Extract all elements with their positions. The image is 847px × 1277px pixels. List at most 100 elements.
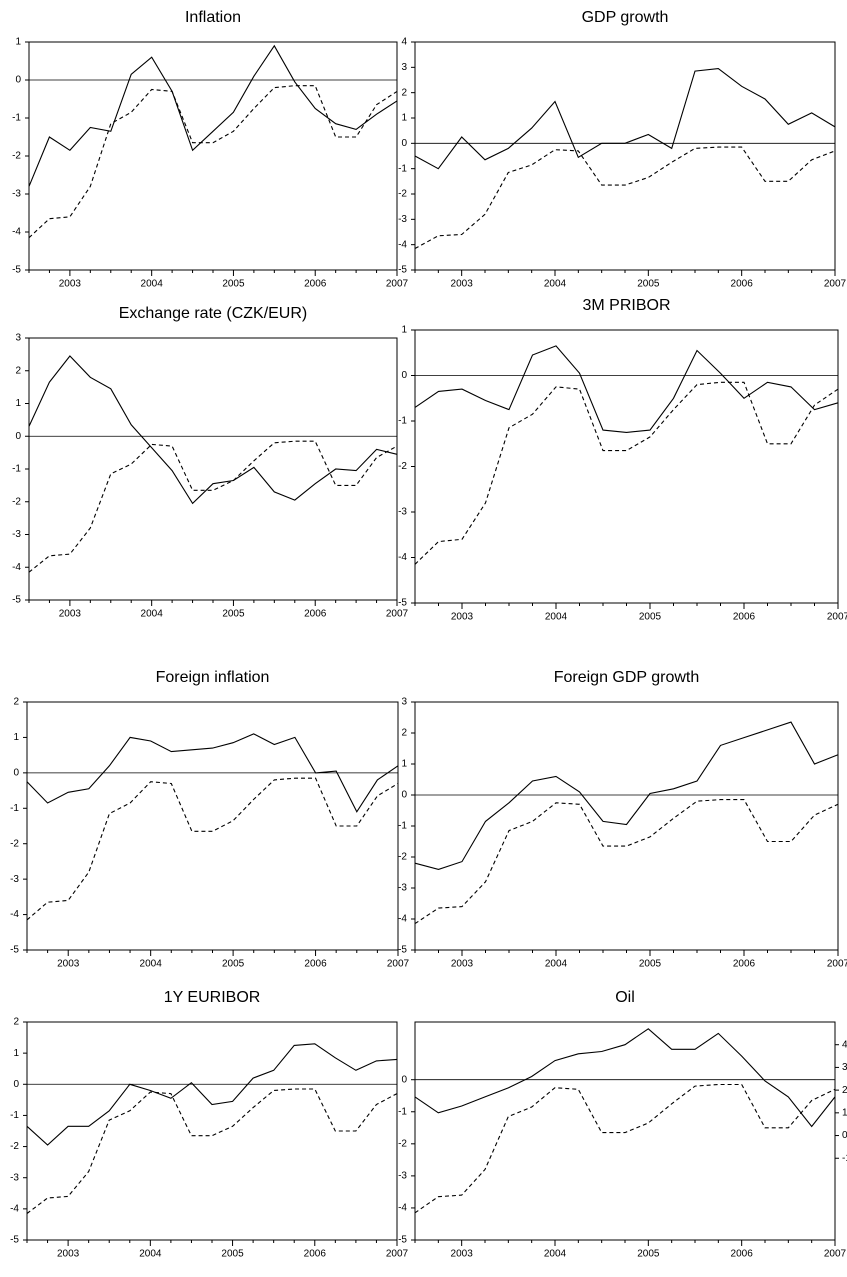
x-tick-label: 2006 [733, 612, 756, 623]
y-tick-label: -3 [12, 189, 21, 200]
chart-title: GDP growth [582, 9, 669, 26]
y-tick-label: -3 [10, 874, 19, 885]
x-tick-label: 2006 [304, 609, 327, 620]
x-tick-label: 2004 [141, 609, 164, 620]
y-tick-label: 1 [13, 732, 19, 743]
solid-line [28, 355, 398, 505]
y-tick-label: -2 [10, 1141, 19, 1152]
y-tick-label: 2 [13, 697, 19, 708]
y-tick-label: -4 [12, 562, 21, 573]
dashed-line [414, 799, 839, 925]
y-tick-label: -2 [398, 189, 407, 200]
plot-frame [414, 41, 836, 271]
y-tick-label: -2 [10, 838, 19, 849]
y-tick-label: 3 [401, 62, 407, 73]
y-tick-label: 0 [401, 790, 407, 801]
x-tick-label: 2007 [386, 279, 409, 290]
y-tick-label: 0 [13, 767, 19, 778]
y-tick-label: -1 [12, 464, 21, 475]
y-tick-label: -3 [10, 1172, 19, 1183]
x-tick-label: 2006 [304, 959, 327, 970]
y-tick-label: -3 [398, 214, 407, 225]
y-tick-label: -4 [398, 239, 407, 250]
y-tick-label: -2 [398, 852, 407, 863]
x-tick-label: 2005 [221, 1249, 244, 1260]
x-tick-label: 2005 [639, 959, 662, 970]
y-tick-label: 2 [401, 87, 407, 98]
solid-line [26, 1043, 398, 1146]
y-tick-label: 0 [15, 431, 21, 442]
x-tick-label: 2003 [57, 1249, 80, 1260]
y-tick-label: 2 [15, 365, 21, 376]
y-tick-label: 1 [15, 398, 21, 409]
plot-frame [414, 1021, 836, 1241]
x-tick-label: 2005 [637, 279, 660, 290]
dashed-line [28, 85, 398, 239]
dashed-line [414, 146, 836, 249]
plot-frame [28, 41, 398, 271]
x-tick-label: 2005 [639, 612, 662, 623]
dashed-line [28, 440, 398, 573]
y-tick-label: -5 [12, 595, 21, 606]
plot-frame [414, 329, 839, 604]
y-tick-label: 1 [13, 1048, 19, 1059]
y-tick-label: 1 [401, 325, 407, 336]
solid-line [414, 721, 839, 870]
y-tick-label: -2 [398, 1138, 407, 1149]
x-tick-label: 2005 [222, 609, 245, 620]
x-tick-label: 2004 [545, 959, 568, 970]
y-tick-label: 1 [15, 37, 21, 48]
plot-frame [414, 701, 839, 951]
x-tick-label: 2003 [451, 1249, 474, 1260]
y-tick-label: -1 [398, 416, 407, 427]
y-tick-label: -4 [10, 1203, 19, 1214]
dashed-line [414, 1083, 836, 1214]
chart-title: 1Y EURIBOR [164, 989, 261, 1006]
y-tick-label: 4 [401, 37, 407, 48]
y-tick-label: 2 [13, 1017, 19, 1028]
x-tick-label: 2007 [824, 1249, 847, 1260]
y-tick-label: -5 [398, 265, 407, 276]
y-tick-label: -1 [10, 803, 19, 814]
y-tick-label: -5 [398, 1235, 407, 1246]
x-tick-label: 2004 [140, 959, 163, 970]
x-tick-label: 2003 [59, 609, 82, 620]
y-tick-label: -2 [12, 496, 21, 507]
y-tick-label: -1 [12, 113, 21, 124]
x-tick-label: 2004 [545, 612, 568, 623]
x-tick-label: 2003 [451, 959, 474, 970]
x-tick-label: 2006 [731, 279, 754, 290]
x-tick-label: 2003 [451, 279, 474, 290]
y2-tick-label: -10 [842, 1153, 847, 1164]
x-tick-label: 2004 [544, 1249, 567, 1260]
y-tick-label: -1 [398, 1106, 407, 1117]
y-tick-label: -3 [398, 1171, 407, 1182]
y-tick-label: -5 [10, 945, 19, 956]
y-tick-label: -2 [12, 151, 21, 162]
dashed-line [26, 1088, 398, 1214]
chart-title: Foreign GDP growth [554, 669, 700, 686]
y-tick-label: -1 [10, 1110, 19, 1121]
y-tick-label: -4 [10, 909, 19, 920]
solid-line [414, 1028, 836, 1128]
y-tick-label: -5 [398, 945, 407, 956]
chart-title: Foreign inflation [156, 669, 270, 686]
y-tick-label: -2 [398, 461, 407, 472]
y-tick-label: -1 [398, 163, 407, 174]
x-tick-label: 2004 [544, 279, 567, 290]
chart-title: 3M PRIBOR [582, 297, 670, 314]
y-tick-label: -5 [12, 265, 21, 276]
y-tick-label: 0 [401, 138, 407, 149]
solid-line [414, 68, 836, 170]
x-tick-label: 2003 [59, 279, 82, 290]
solid-line [28, 44, 398, 187]
x-tick-label: 2006 [733, 959, 756, 970]
x-tick-label: 2007 [387, 959, 410, 970]
chart-title: Exchange rate (CZK/EUR) [119, 305, 308, 322]
x-tick-label: 2005 [637, 1249, 660, 1260]
dashed-line [414, 381, 839, 565]
x-tick-label: 2007 [827, 612, 847, 623]
x-tick-label: 2007 [824, 279, 847, 290]
x-tick-label: 2003 [57, 959, 80, 970]
x-tick-label: 2006 [304, 1249, 327, 1260]
